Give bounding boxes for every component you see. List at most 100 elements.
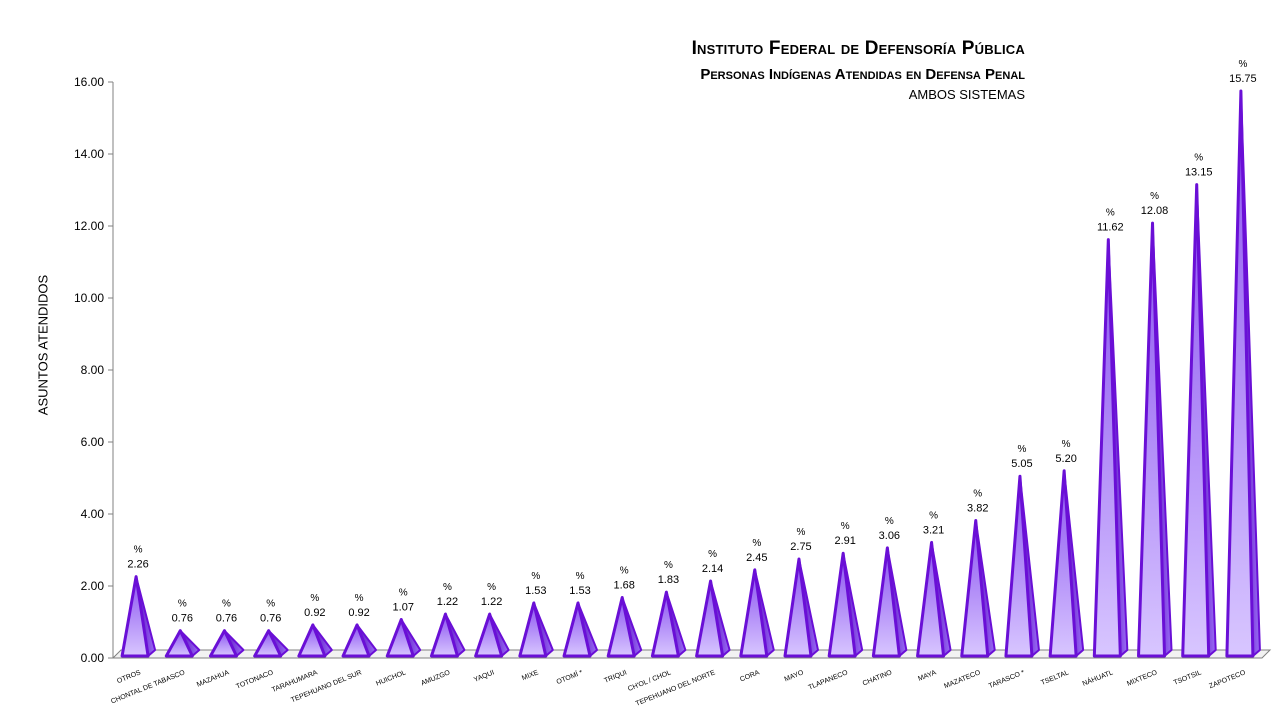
category-label: CORA [739,669,761,683]
data-label-percent: % [1062,439,1071,450]
data-label-percent: % [355,593,364,604]
category-label: OTOMÍ * [555,667,584,686]
bar [474,612,504,658]
data-label-value: 0.92 [304,607,325,619]
category-label: MAZAHUA [196,669,231,688]
bar [253,629,283,658]
category-label: TRIQUI [603,669,628,684]
category-label: MAYO [783,669,805,683]
y-tick-label: 10.00 [74,291,104,305]
bar [297,623,327,658]
bar [1092,238,1122,658]
y-tick-label: 0.00 [81,651,105,665]
data-label-value: 1.83 [658,574,679,586]
bar [164,629,194,658]
data-label-value: 5.20 [1055,453,1076,465]
data-label-value: 1.07 [393,601,414,613]
bar [960,518,990,658]
data-label-percent: % [664,560,673,571]
data-label-percent: % [1150,191,1159,202]
bar [1048,469,1078,658]
data-label-percent: % [487,582,496,593]
y-tick-label: 12.00 [74,219,104,233]
data-label-percent: % [1194,153,1203,164]
bar [650,590,680,658]
data-label-value: 0.76 [260,613,281,625]
data-label-percent: % [266,599,275,610]
y-tick-label: 16.00 [74,75,104,89]
data-label-value: 3.06 [879,530,900,542]
data-label-value: 1.53 [569,585,590,597]
category-label: NÁHUATL [1081,667,1114,687]
category-label: ZAPOTECO [1208,669,1247,690]
chart-subtitle: Personas Indígenas Atendidas en Defensa … [700,66,1025,83]
data-label-percent: % [178,599,187,610]
category-label: AMUZGO [420,669,452,687]
data-label-value: 5.05 [1011,458,1032,470]
data-label-percent: % [885,516,894,527]
bar [429,612,459,658]
data-label-percent: % [752,538,761,549]
data-label-percent: % [1238,59,1247,70]
bar [1181,183,1211,658]
bar [385,617,415,658]
data-label-value: 2.14 [702,563,723,575]
data-label-value: 2.26 [127,559,148,571]
data-label-value: 2.91 [834,535,855,547]
data-label-percent: % [841,521,850,532]
data-label-value: 3.82 [967,502,988,514]
bar [739,568,769,658]
category-label: MIXE [521,669,540,682]
data-label-percent: % [973,488,982,499]
bar [606,596,636,658]
chart-title-block: Instituto Federal de Defensoría Pública … [692,38,1025,102]
data-label-value: 1.53 [525,585,546,597]
data-label-value: 1.68 [614,580,635,592]
data-label-value: 3.21 [923,524,944,536]
bar [518,601,548,658]
data-label-percent: % [222,599,231,610]
category-label: MAZATECO [943,669,982,690]
bar [208,629,238,658]
category-label: MAYA [917,669,937,683]
data-label-percent: % [797,527,806,538]
data-label-percent: % [134,545,143,556]
data-label-value: 11.62 [1097,222,1124,234]
data-label-percent: % [708,549,717,560]
data-label-percent: % [929,510,938,521]
data-label-value: 0.76 [216,613,237,625]
bar [871,546,901,658]
bar [1137,221,1167,658]
data-label-percent: % [310,593,319,604]
category-label: TOTONACO [235,669,275,690]
data-label-percent: % [1106,208,1115,219]
bar [1004,474,1034,658]
category-label: CHATINO [862,669,894,687]
data-label-value: 2.45 [746,552,767,564]
category-label: TSELTAL [1040,669,1070,687]
category-label: MIXTECO [1126,669,1159,688]
y-tick-label: 2.00 [81,579,105,593]
bar [916,540,946,658]
data-label-value: 1.22 [437,596,458,608]
bar [562,601,592,658]
data-label-percent: % [399,587,408,598]
bar [783,557,813,658]
chart-title: Instituto Federal de Defensoría Pública [691,38,1025,59]
bar [341,623,371,658]
data-label-value: 1.22 [481,596,502,608]
category-label: TSOTSIL [1173,669,1203,686]
chart-subtitle-2: AMBOS SISTEMAS [908,87,1025,102]
y-tick-label: 8.00 [81,363,105,377]
category-label: TLAPANECO [807,669,849,691]
data-label-percent: % [576,571,585,582]
data-label-value: 15.75 [1229,73,1257,85]
category-label: OTROS [116,669,142,685]
data-label-value: 12.08 [1141,205,1169,217]
data-label-value: 13.15 [1185,167,1213,179]
data-label-percent: % [620,566,629,577]
category-label: TARASCO * [988,669,1026,690]
data-label-value: 0.76 [172,613,193,625]
data-label-value: 2.75 [790,541,811,553]
